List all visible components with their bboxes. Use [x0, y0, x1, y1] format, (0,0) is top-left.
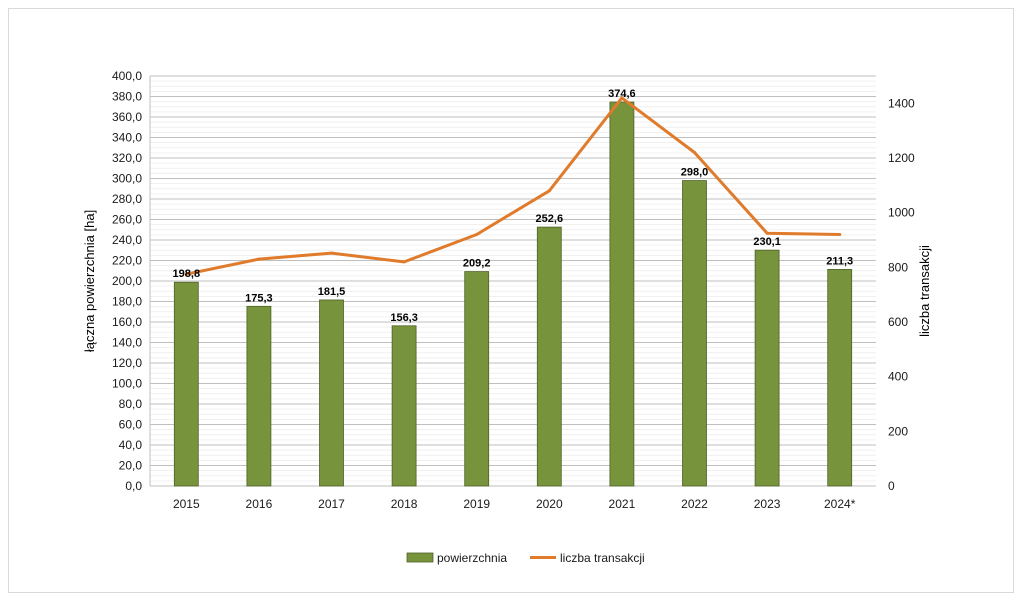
- y-left-tick-label: 200,0: [112, 274, 142, 288]
- data-label-2023: 230,1: [753, 236, 781, 248]
- data-label-2019: 209,2: [463, 258, 491, 270]
- y-left-tick-label: 360,0: [112, 110, 142, 124]
- x-tick-label: 2018: [391, 497, 418, 511]
- bar-2024*: [827, 269, 853, 487]
- line-series-liczba-transakcji: [184, 96, 842, 276]
- line-point-2020: [547, 189, 551, 193]
- data-label-2022: 298,0: [681, 167, 709, 179]
- x-tick-label: 2015: [173, 497, 200, 511]
- line-point-2022: [693, 151, 696, 155]
- data-label-2015: 198,8: [173, 268, 201, 280]
- y-axis-right-title: liczba transakcji: [917, 245, 932, 337]
- y-right-tick-label: 1000: [888, 206, 915, 220]
- bar-2020: [536, 226, 562, 487]
- bar-2021: [609, 101, 635, 487]
- x-tick-label: 2024*: [824, 497, 856, 511]
- data-label-2020: 252,6: [536, 213, 564, 225]
- y-left-tick-label: 40,0: [119, 438, 143, 452]
- bar-2018: [391, 325, 417, 487]
- bar-2023: [754, 249, 780, 487]
- x-tick-label: 2023: [754, 497, 781, 511]
- x-tick-label: 2019: [463, 497, 490, 511]
- y-right-tick-label: 1400: [888, 96, 915, 110]
- line-point-2017: [330, 251, 333, 255]
- data-label-2021: 374,6: [608, 88, 636, 100]
- x-tick-label: 2017: [318, 497, 345, 511]
- data-label-2024*: 211,3: [826, 255, 853, 267]
- data-labels: 198,8 175,3 181,5 156,3 209,2 252,6 374,6 298,0…: [173, 88, 854, 324]
- y-axis-left-title: łączna powierzchnia [ha]: [82, 210, 97, 352]
- legend-swatch-powierzchnia: [406, 552, 434, 563]
- x-tick-label: 2021: [609, 497, 636, 511]
- y-left-tick-label: 340,0: [112, 131, 142, 145]
- y-axis-right: 0 200 400 600 800 1000 1200 1400: [888, 96, 915, 493]
- line-path-liczba-transakcji: [184, 96, 842, 276]
- y-left-tick-label: 100,0: [112, 377, 142, 391]
- y-right-tick-label: 1200: [888, 151, 915, 165]
- y-left-tick-label: 380,0: [112, 90, 142, 104]
- y-left-tick-label: 300,0: [112, 172, 142, 186]
- y-right-tick-label: 800: [888, 260, 908, 274]
- y-left-tick-label: 320,0: [112, 151, 142, 165]
- y-right-tick-label: 200: [888, 424, 908, 438]
- y-left-tick-label: 240,0: [112, 233, 142, 247]
- y-left-tick-label: 280,0: [112, 192, 142, 206]
- x-tick-label: 2022: [681, 497, 708, 511]
- data-label-2016: 175,3: [245, 292, 273, 304]
- y-left-tick-label: 260,0: [112, 213, 142, 227]
- legend-label-powierzchnia: powierzchnia: [437, 551, 507, 565]
- bar-2017: [319, 299, 344, 487]
- data-label-2018: 156,3: [390, 312, 418, 324]
- x-tick-label: 2016: [246, 497, 273, 511]
- bar-2022: [682, 180, 707, 487]
- y-left-tick-label: 60,0: [119, 418, 143, 432]
- y-right-tick-label: 400: [888, 370, 908, 384]
- line-point-2023: [765, 231, 769, 235]
- y-left-tick-label: 220,0: [112, 254, 142, 268]
- line-point-2015: [184, 272, 188, 276]
- y-left-tick-label: 140,0: [112, 336, 142, 350]
- legend: powierzchnia liczba transakcji: [406, 551, 645, 565]
- y-left-tick-label: 80,0: [119, 397, 143, 411]
- x-axis: 2015 2016 2017 2018 2019 2020 2021 2022 2023 2024…: [173, 497, 856, 511]
- bar-2019: [464, 271, 490, 487]
- line-point-2024*: [838, 233, 842, 237]
- y-left-tick-label: 120,0: [112, 356, 142, 370]
- y-right-tick-label: 600: [888, 315, 908, 329]
- y-right-tick-label: 0: [888, 479, 895, 493]
- y-left-tick-label: 180,0: [112, 295, 142, 309]
- x-tick-label: 2020: [536, 497, 563, 511]
- data-label-2017: 181,5: [318, 286, 346, 298]
- bar-2015: [173, 281, 199, 487]
- bar-2016: [246, 305, 272, 487]
- line-point-2021: [620, 96, 624, 100]
- line-point-2016: [257, 257, 261, 261]
- y-left-tick-label: 400,0: [112, 69, 142, 83]
- line-point-2018: [402, 260, 406, 264]
- y-axis-left: 0,0 20,0 40,0 60,0 80,0 100,0 120,0 140,0 160,0 1…: [112, 69, 142, 493]
- y-left-tick-label: 20,0: [119, 459, 143, 473]
- y-left-tick-label: 0,0: [125, 479, 142, 493]
- legend-label-liczba-transakcji: liczba transakcji: [560, 551, 645, 565]
- bar-series-powierzchnia: [173, 101, 853, 487]
- line-point-2019: [475, 233, 479, 237]
- y-left-tick-label: 160,0: [112, 315, 142, 329]
